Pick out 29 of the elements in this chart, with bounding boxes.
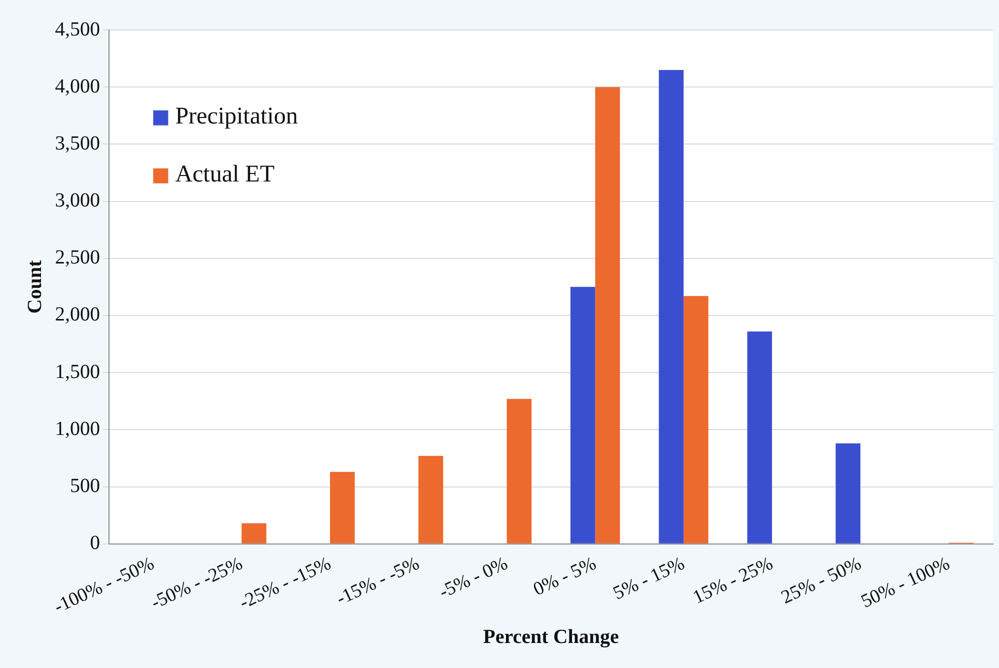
x-tick-label: 0% - 5%	[530, 553, 600, 600]
y-tick-label: 2,500	[55, 246, 100, 269]
bar	[836, 443, 860, 544]
y-tick-label: 1,000	[55, 418, 100, 440]
x-tick-label: 15% - 25%	[690, 553, 776, 608]
bar	[595, 87, 620, 544]
legend-label: Actual ET	[175, 162, 275, 188]
x-axis-title: Percent Change	[483, 626, 619, 648]
y-tick-label: 3,500	[55, 132, 100, 154]
x-tick-label: -5% - 0%	[436, 553, 512, 603]
bar	[506, 398, 532, 544]
y-tick-label: 1,500	[55, 360, 100, 383]
x-tick-label: 5% - 15%	[610, 553, 688, 604]
y-axis-title: Count	[24, 260, 46, 314]
bar	[242, 523, 266, 544]
bar	[658, 70, 684, 544]
x-tick-label: -15% - -5%	[333, 553, 423, 610]
y-tick-label: 4,500	[55, 18, 100, 40]
bar	[747, 331, 772, 544]
y-tick-label: 0	[90, 532, 100, 554]
bar	[570, 286, 596, 544]
y-tick-label: 2,000	[55, 304, 100, 326]
y-tick-label: 500	[70, 475, 100, 498]
y-tick-label: 3,000	[55, 190, 100, 212]
y-tick-label: 4,000	[55, 75, 100, 98]
bar	[684, 296, 708, 544]
bar	[330, 472, 355, 544]
bar	[418, 456, 444, 544]
legend-label: Precipitation	[175, 104, 298, 130]
